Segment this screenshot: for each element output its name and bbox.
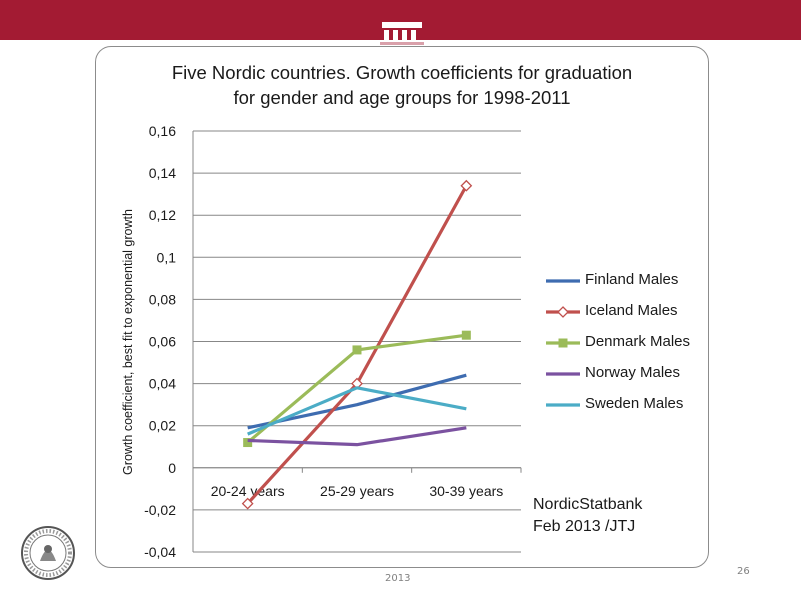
legend-item-finland-males: Finland Males: [545, 270, 705, 301]
chart-title-line-1: Five Nordic countries. Growth coefficien…: [171, 62, 633, 83]
university-seal-icon: [21, 526, 75, 580]
legend-label: Sweden Males: [585, 395, 684, 412]
chart-frame: [95, 46, 709, 568]
legend-label: Iceland Males: [585, 302, 678, 319]
y-tick-label: -0,04: [144, 544, 176, 560]
y-tick-label: 0,06: [149, 334, 176, 350]
source-line-1: NordicStatbank: [533, 496, 643, 513]
y-tick-label: 0,12: [149, 207, 176, 223]
legend-swatch: [546, 372, 580, 376]
y-axis-label: Growth coefficient, best fit to exponent…: [121, 209, 135, 475]
chart-title-line-2: for gender and age groups for 1998-2011: [233, 87, 571, 108]
data-point-denmark-males: [243, 438, 253, 448]
page-number: 26: [737, 566, 750, 577]
source-line-2: Feb 2013 /JTJ: [533, 518, 636, 535]
y-tick-label: 0,14: [149, 165, 176, 181]
legend-item-sweden-males: Sweden Males: [545, 394, 705, 425]
x-tick-label: 30-39 years: [429, 483, 503, 499]
data-point-denmark-males: [461, 330, 471, 340]
y-tick-label: 0,04: [149, 376, 176, 392]
legend-swatch: [546, 403, 580, 407]
y-tick-label: 0: [168, 460, 176, 476]
legend-label: Norway Males: [585, 364, 681, 381]
y-tick-label: -0,02: [144, 502, 176, 518]
x-tick-label: 25-29 years: [320, 483, 394, 499]
data-point-denmark-males: [352, 345, 362, 355]
footer-year: 2013: [385, 573, 411, 584]
series-line-sweden-males: [247, 386, 467, 436]
legend-swatch-marker: [558, 338, 568, 348]
x-tick-label: 20-24 years: [211, 483, 285, 499]
legend-label: Finland Males: [585, 271, 679, 288]
legend-swatch: [546, 306, 580, 318]
chart-title: Five Nordic countries. Growth coefficien…: [95, 60, 709, 110]
legend-swatch: [546, 279, 580, 283]
series-line-norway-males: [247, 426, 467, 447]
legend-item-denmark-males: Denmark Males: [545, 332, 705, 363]
legend-label: Denmark Males: [585, 333, 691, 350]
y-tick-label: 0,1: [157, 249, 177, 265]
chart-legend: Finland Males Iceland Males Denmark Males N…: [545, 270, 705, 425]
y-tick-label: 0,02: [149, 418, 176, 434]
university-building-icon: [380, 22, 424, 45]
y-tick-label: 0,08: [149, 291, 176, 307]
series-line-iceland-males: [246, 184, 468, 505]
header-bar: [0, 0, 801, 40]
legend-swatch: [546, 338, 580, 348]
data-point-iceland-males: [241, 497, 254, 510]
legend-item-norway-males: Norway Males: [545, 363, 705, 394]
legend-swatch-marker: [557, 306, 569, 318]
data-point-iceland-males: [460, 179, 473, 192]
source-note: NordicStatbank Feb 2013 /JTJ: [533, 494, 642, 538]
y-tick-label: 0,16: [149, 123, 176, 139]
legend-item-iceland-males: Iceland Males: [545, 301, 705, 332]
